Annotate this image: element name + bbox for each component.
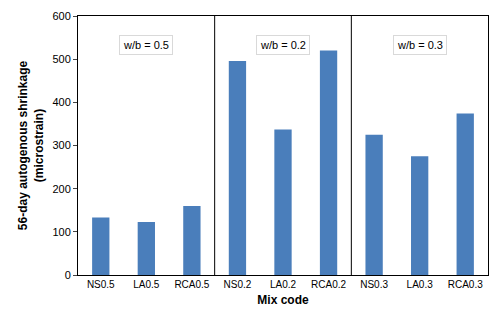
svg-text:RCA0.2: RCA0.2: [311, 279, 346, 290]
svg-text:600: 600: [52, 10, 70, 22]
svg-text:LA0.2: LA0.2: [270, 279, 297, 290]
svg-text:LA0.5: LA0.5: [133, 279, 160, 290]
svg-text:Mix code: Mix code: [257, 293, 309, 307]
svg-text:RCA0.5: RCA0.5: [174, 279, 209, 290]
svg-text:500: 500: [52, 53, 70, 65]
svg-text:400: 400: [52, 96, 70, 108]
svg-text:56-day autogenous shrinkage(mi: 56-day autogenous shrinkage(microstrain): [16, 60, 46, 230]
svg-text:w/b = 0.5: w/b = 0.5: [123, 39, 169, 51]
svg-text:NS0.5: NS0.5: [87, 279, 115, 290]
svg-text:NS0.2: NS0.2: [224, 279, 252, 290]
svg-text:w/b = 0.2: w/b = 0.2: [260, 39, 306, 51]
svg-text:w/b = 0.3: w/b = 0.3: [397, 39, 443, 51]
svg-text:100: 100: [52, 226, 70, 238]
svg-text:0: 0: [65, 269, 71, 281]
svg-text:RCA0.3: RCA0.3: [448, 279, 483, 290]
svg-text:LA0.3: LA0.3: [407, 279, 434, 290]
svg-text:300: 300: [52, 139, 70, 151]
svg-text:NS0.3: NS0.3: [360, 279, 388, 290]
svg-text:200: 200: [52, 183, 70, 195]
